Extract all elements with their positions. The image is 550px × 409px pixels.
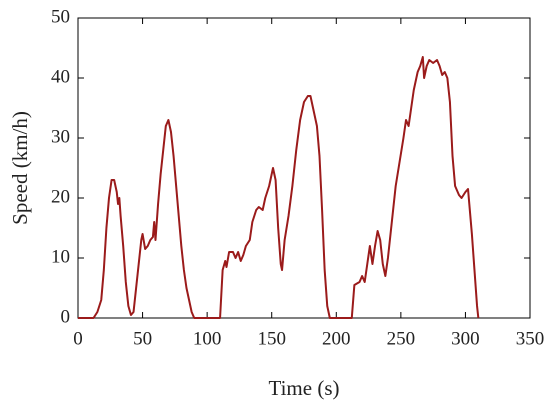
y-tick-label: 40 xyxy=(51,66,70,87)
x-tick-label: 200 xyxy=(322,328,351,349)
x-tick-label: 250 xyxy=(387,328,416,349)
y-axis-label: Speed (km/h) xyxy=(8,111,32,225)
x-tick-label: 350 xyxy=(516,328,545,349)
x-tick-label: 100 xyxy=(193,328,222,349)
x-axis-label: Time (s) xyxy=(269,376,340,400)
y-tick-label: 0 xyxy=(61,306,71,327)
y-tick-label: 20 xyxy=(51,186,70,207)
x-tick-label: 50 xyxy=(133,328,152,349)
x-tick-label: 150 xyxy=(257,328,286,349)
y-tick-label: 50 xyxy=(51,6,70,27)
y-tick-label: 30 xyxy=(51,126,70,147)
speed-line xyxy=(78,56,480,319)
x-tick-label: 0 xyxy=(73,328,83,349)
y-tick-label: 10 xyxy=(51,246,70,267)
x-tick-label: 300 xyxy=(451,328,480,349)
plot-frame xyxy=(77,17,531,319)
